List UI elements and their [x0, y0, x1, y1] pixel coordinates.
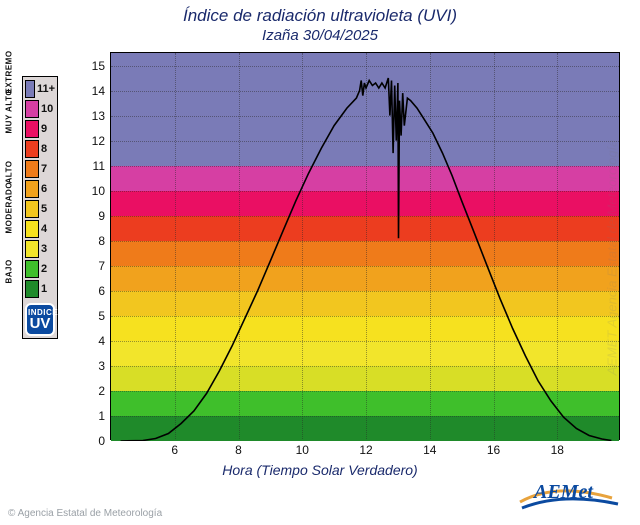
x-tick: 10: [296, 439, 309, 457]
legend-level: 8: [25, 139, 55, 159]
legend-level: 3: [25, 239, 55, 259]
x-tick: 8: [235, 439, 242, 457]
legend-level: 5: [25, 199, 55, 219]
y-tick: 3: [98, 359, 111, 373]
y-tick: 2: [98, 384, 111, 398]
svg-text:AEMet: AEMet: [532, 481, 594, 503]
chart-subtitle: Izaña 30/04/2025: [0, 26, 640, 44]
y-tick: 13: [92, 109, 111, 123]
chart-title: Índice de radiación ultravioleta (UVI): [0, 0, 640, 26]
watermark: AEMET Agencia Estatal de Meteorología: [605, 140, 620, 376]
y-tick: 6: [98, 284, 111, 298]
y-tick: 7: [98, 259, 111, 273]
y-tick: 5: [98, 309, 111, 323]
x-tick: 12: [359, 439, 372, 457]
chart-plot-area: 6810121416180123456789101112131415: [110, 52, 620, 440]
x-tick: 14: [423, 439, 436, 457]
x-tick: 6: [171, 439, 178, 457]
legend-level: 7: [25, 159, 55, 179]
y-tick: 8: [98, 234, 111, 248]
y-tick: 9: [98, 209, 111, 223]
y-tick: 10: [92, 184, 111, 198]
legend-level: 2: [25, 259, 55, 279]
y-tick: 11: [93, 159, 111, 173]
legend-level: 10: [25, 99, 55, 119]
aemet-logo: AEMet: [516, 478, 626, 517]
uvi-curve: [121, 78, 612, 441]
legend-level: 9: [25, 119, 55, 139]
uv-legend: 11+10987654321EXTREMOMUY ALTOALTOMODERAD…: [22, 76, 58, 339]
legend-level: 4: [25, 219, 55, 239]
x-tick: 18: [551, 439, 564, 457]
legend-level: 6: [25, 179, 55, 199]
y-tick: 1: [98, 409, 111, 423]
legend-level: 11+: [25, 79, 55, 99]
copyright: © Agencia Estatal de Meteorología: [8, 508, 162, 519]
y-tick: 4: [98, 334, 111, 348]
y-tick: 14: [92, 84, 111, 98]
y-tick: 15: [92, 59, 111, 73]
uv-index-badge: INDICEUV: [25, 303, 55, 336]
y-tick: 12: [92, 134, 111, 148]
x-tick: 16: [487, 439, 500, 457]
y-tick: 0: [98, 434, 111, 448]
legend-level: 1: [25, 279, 55, 299]
x-axis-label: Hora (Tiempo Solar Verdadero): [222, 462, 417, 478]
